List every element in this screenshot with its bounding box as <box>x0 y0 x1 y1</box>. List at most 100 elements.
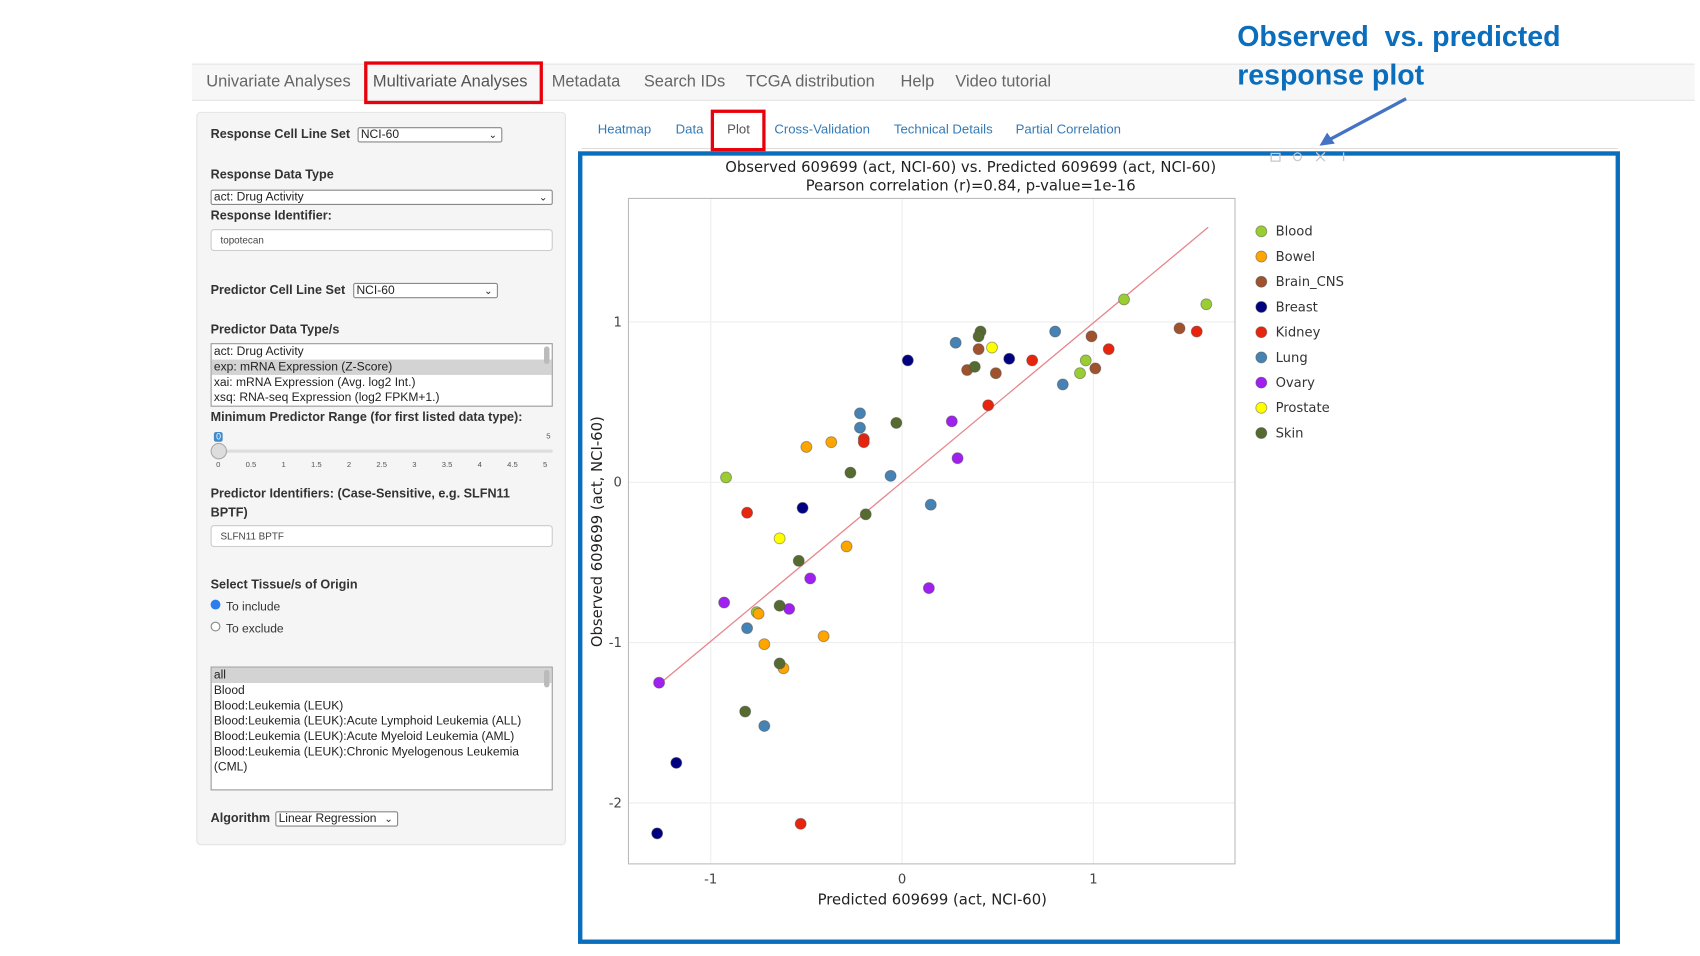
nav-tcga-distribution[interactable]: TCGA distribution <box>745 72 875 91</box>
legend-item-lung[interactable]: Lung <box>1255 351 1308 366</box>
legend-label: Lung <box>1276 351 1308 366</box>
listbox-option[interactable]: Blood:Leukemia (LEUK):Acute Myeloid Leuk… <box>213 730 515 744</box>
nav-search-ids[interactable]: Search IDs <box>643 72 726 91</box>
data-point-kidney <box>1102 343 1115 356</box>
nav-video-tutorial[interactable]: Video tutorial <box>955 72 1052 91</box>
nav-univariate-analyses[interactable]: Univariate Analyses <box>206 72 351 91</box>
data-point-bowel <box>800 441 813 453</box>
data-point-lung <box>854 421 866 434</box>
legend-item-blood[interactable]: Blood <box>1255 225 1313 240</box>
response-data-type-select[interactable]: act: Drug Activity ⌄ <box>210 189 553 206</box>
radio-checked-icon <box>210 599 221 610</box>
camera-icon[interactable] <box>1270 152 1281 162</box>
data-point-breast <box>1003 352 1016 365</box>
highlight-box-plot-tab <box>710 109 766 152</box>
min-range-slider-track[interactable] <box>218 449 553 453</box>
data-point-blood <box>1200 298 1213 311</box>
algorithm-select[interactable]: Linear Regression ⌄ <box>275 811 399 827</box>
sidebar-panel: Response Cell Line Set NCI-60 ⌄ Response … <box>196 111 566 846</box>
data-point-ovary <box>945 415 958 428</box>
predictor-identifiers-input[interactable]: SLFN11 BPTF <box>210 525 553 548</box>
data-point-lung <box>884 469 897 482</box>
legend-label: Blood <box>1276 225 1313 240</box>
highlight-box-multivariate <box>364 61 543 105</box>
radio-to-include[interactable]: To include <box>210 599 281 614</box>
scrollbar[interactable] <box>544 346 550 364</box>
y-axis-title: Observed 609699 (act, NCI-60) <box>589 416 606 647</box>
data-point-breast <box>796 501 809 514</box>
tab-cross-validation[interactable]: Cross-Validation <box>774 121 870 138</box>
legend-marker <box>1255 225 1268 238</box>
data-point-prostate <box>986 341 998 354</box>
tab-divider <box>581 148 1618 150</box>
legend-item-bowel[interactable]: Bowel <box>1255 250 1315 265</box>
data-point-brain-cns <box>1173 322 1186 335</box>
data-point-bowel <box>840 540 853 553</box>
data-point-prostate <box>773 532 786 545</box>
legend-marker <box>1255 401 1268 414</box>
min-range-slider-handle[interactable] <box>210 442 228 460</box>
select-value: NCI-60 <box>356 283 395 298</box>
zoom-icon[interactable] <box>1293 152 1303 162</box>
nav-help[interactable]: Help <box>900 72 935 91</box>
radio-unchecked-icon <box>210 621 221 632</box>
listbox-option-selected[interactable]: all <box>211 667 552 683</box>
data-point-blood <box>1118 293 1130 306</box>
nav-multivariate-analyses[interactable]: Multivariate Analyses <box>372 72 528 91</box>
data-point-skin <box>739 705 752 718</box>
legend-item-ovary[interactable]: Ovary <box>1255 376 1315 391</box>
y-tick-label: 0 <box>614 476 622 491</box>
modebar <box>1270 151 1345 162</box>
response-identifier-label: Response Identifier: <box>210 209 332 223</box>
data-point-breast <box>651 827 664 840</box>
tab-partial-correlation[interactable]: Partial Correlation <box>1015 121 1121 138</box>
scatter-plot: Observed 609699 (act, NCI-60) vs. Predic… <box>589 151 1345 908</box>
radio-label: To include <box>225 600 281 614</box>
main-navbar: Univariate Analyses Multivariate Analyse… <box>191 63 1695 101</box>
predictor-cell-line-set-select[interactable]: NCI-60 ⌄ <box>353 282 498 299</box>
legend-item-skin[interactable]: Skin <box>1255 426 1304 441</box>
tab-heatmap[interactable]: Heatmap <box>597 121 652 138</box>
listbox-option[interactable]: Blood:Leukemia (LEUK):Acute Lymphoid Leu… <box>213 714 522 728</box>
tab-technical-details[interactable]: Technical Details <box>893 121 993 138</box>
data-point-lung <box>924 498 937 511</box>
data-point-breast <box>901 354 914 367</box>
scrollbar[interactable] <box>544 669 550 688</box>
data-point-bowel <box>825 436 838 449</box>
x-tick-label: 1 <box>1089 873 1097 888</box>
radio-to-exclude[interactable]: To exclude <box>210 621 284 636</box>
nav-metadata[interactable]: Metadata <box>551 72 621 91</box>
data-point-ovary <box>718 596 731 609</box>
response-identifier-input[interactable]: topotecan <box>210 229 553 252</box>
data-point-kidney <box>1026 354 1039 367</box>
listbox-option-selected[interactable]: exp: mRNA Expression (Z-Score) <box>211 359 552 375</box>
data-point-ovary <box>653 676 666 689</box>
listbox-option[interactable]: xsq: RNA-seq Expression (log2 FPKM+1.) <box>213 391 440 405</box>
legend-item-brain-cns[interactable]: Brain_CNS <box>1255 275 1344 290</box>
data-point-brain-cns <box>989 367 1002 380</box>
response-cell-line-set-select[interactable]: NCI-60 ⌄ <box>357 127 503 143</box>
data-point-skin <box>859 508 872 521</box>
legend-item-prostate[interactable]: Prostate <box>1255 401 1330 416</box>
select-value: NCI-60 <box>360 128 400 142</box>
tab-data[interactable]: Data <box>675 121 704 138</box>
listbox-option[interactable]: Blood <box>213 684 245 698</box>
data-point-brain-cns <box>972 343 985 356</box>
listbox-option[interactable]: act: Drug Activity <box>213 345 304 359</box>
legend-item-kidney[interactable]: Kidney <box>1255 326 1321 341</box>
predictor-identifiers-label: Predictor Identifiers: (Case-Sensitive, … <box>210 487 510 520</box>
data-point-ovary <box>922 582 935 595</box>
autoscale-icon[interactable] <box>1315 151 1326 162</box>
tissues-listbox[interactable]: all Blood Blood:Leukemia (LEUK) Blood:Le… <box>210 666 553 791</box>
listbox-option[interactable]: Blood:Leukemia (LEUK) <box>213 699 344 713</box>
slider-tick-label: 1.5 <box>310 461 322 470</box>
data-point-skin <box>968 360 981 373</box>
listbox-option[interactable]: Blood:Leukemia (LEUK):Chronic Myelogenou… <box>213 745 520 774</box>
chart-title: Observed 609699 (act, NCI-60) vs. Predic… <box>725 159 1216 176</box>
legend-item-breast[interactable]: Breast <box>1255 300 1318 315</box>
x-tick-label: 0 <box>898 873 906 888</box>
tab-plot[interactable]: Plot <box>727 121 750 138</box>
predictor-data-types-listbox[interactable]: act: Drug Activity exp: mRNA Expression … <box>210 343 553 407</box>
listbox-option[interactable]: xai: mRNA Expression (Avg. log2 Int.) <box>213 376 416 390</box>
annotation-line-2: response plot <box>1237 58 1425 91</box>
